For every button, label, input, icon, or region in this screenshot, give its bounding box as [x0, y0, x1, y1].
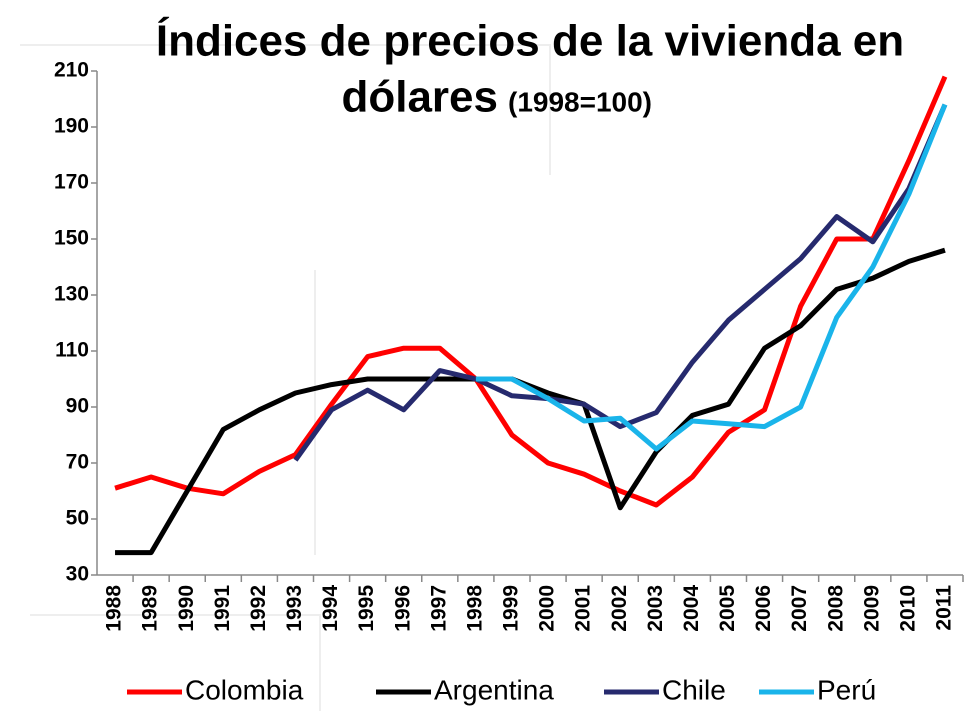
x-tick-label: 1999 — [500, 585, 523, 632]
x-tick-label: 2000 — [536, 585, 559, 632]
x-tick-label: 1992 — [247, 585, 270, 632]
x-tick-label: 2010 — [896, 585, 919, 632]
y-tick-label: 110 — [55, 339, 89, 362]
x-tick-label: 1993 — [283, 585, 306, 632]
y-tick-label: 90 — [66, 395, 89, 418]
series-line — [475, 103, 948, 452]
x-tick-label: 1995 — [355, 585, 378, 632]
legend-label: Perú — [817, 674, 876, 705]
series-line — [114, 75, 948, 508]
x-tick-label: 1990 — [175, 585, 198, 632]
x-tick-label: 2011 — [933, 585, 956, 631]
legend-label: Colombia — [185, 674, 304, 705]
x-tick-label: 2003 — [644, 585, 667, 632]
x-tick-label: 1989 — [139, 585, 162, 632]
y-tick-label: 150 — [54, 227, 89, 250]
y-tick-label: 170 — [54, 171, 89, 194]
y-tick-label: 50 — [66, 507, 89, 530]
legend-label: Chile — [662, 674, 726, 705]
background-decoration — [20, 44, 551, 711]
x-tick-label: 1996 — [391, 585, 414, 632]
series-line — [115, 247, 946, 556]
x-tick-label: 2001 — [572, 585, 595, 632]
x-tick-label: 1994 — [319, 585, 342, 632]
series-line — [293, 103, 948, 462]
x-tick-label: 1988 — [103, 585, 126, 632]
x-tick-label: 2002 — [608, 585, 631, 632]
x-tick-label: 2008 — [824, 585, 847, 632]
x-tick-label: 2005 — [716, 585, 739, 632]
x-tick-label: 2004 — [680, 585, 703, 632]
x-tick-label: 1991 — [211, 585, 234, 632]
legend-label: Argentina — [434, 674, 554, 705]
y-tick-label: 70 — [66, 451, 89, 474]
chart-title: dólares — [341, 73, 498, 122]
x-tick-label: 2007 — [788, 585, 811, 632]
y-tick-label: 130 — [54, 283, 89, 306]
x-tick-label: 1997 — [427, 585, 450, 632]
chart-subtitle: (1998=100) — [508, 86, 652, 117]
x-tick-label: 2009 — [860, 585, 883, 632]
y-tick-label: 30 — [66, 563, 89, 586]
y-tick-label: 190 — [54, 115, 89, 138]
chart-title: Índices de precios de la vivienda en — [156, 16, 904, 66]
x-tick-label: 2006 — [752, 585, 775, 632]
y-tick-label: 210 — [54, 59, 89, 82]
x-tick-label: 1998 — [463, 585, 486, 632]
